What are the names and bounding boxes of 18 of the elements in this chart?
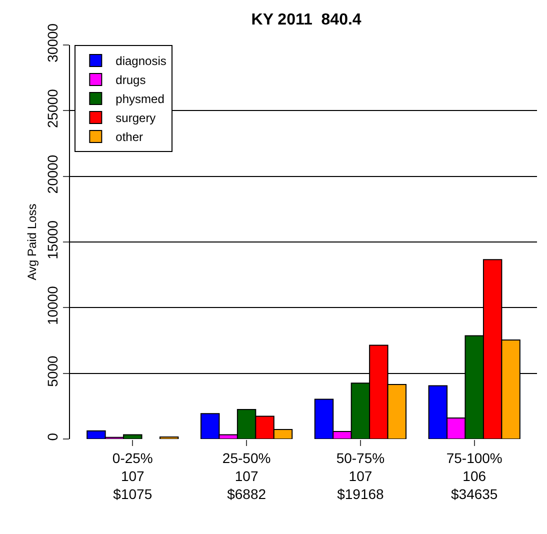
y-tick-label: 5000 — [44, 355, 60, 387]
y-tick-label: 20000 — [44, 154, 60, 194]
legend-label: surgery — [116, 111, 156, 126]
legend-label: drugs — [116, 73, 146, 88]
legend-label: other — [116, 130, 144, 144]
y-tick-label: 30000 — [44, 23, 60, 62]
legend-label: physmed — [116, 92, 164, 106]
y-tick-label: 15000 — [44, 220, 60, 260]
x-tick-label: 25-50% 107 $6882 — [222, 450, 271, 502]
chart-title: KY 2011 840.4 — [251, 12, 362, 29]
y-tick-label: 10000 — [44, 286, 60, 326]
x-tick-label: 50-75% 107 $19168 — [336, 450, 385, 502]
y-tick-label: 0 — [44, 432, 60, 441]
y-axis-title: Avg Paid Loss — [25, 204, 39, 280]
x-tick-label: 0-25% 107 $1075 — [112, 450, 153, 502]
y-tick-label: 25000 — [44, 88, 60, 128]
legend-label: diagnosis — [116, 54, 166, 68]
x-tick-label: 75-100% 106 $34635 — [446, 450, 502, 502]
